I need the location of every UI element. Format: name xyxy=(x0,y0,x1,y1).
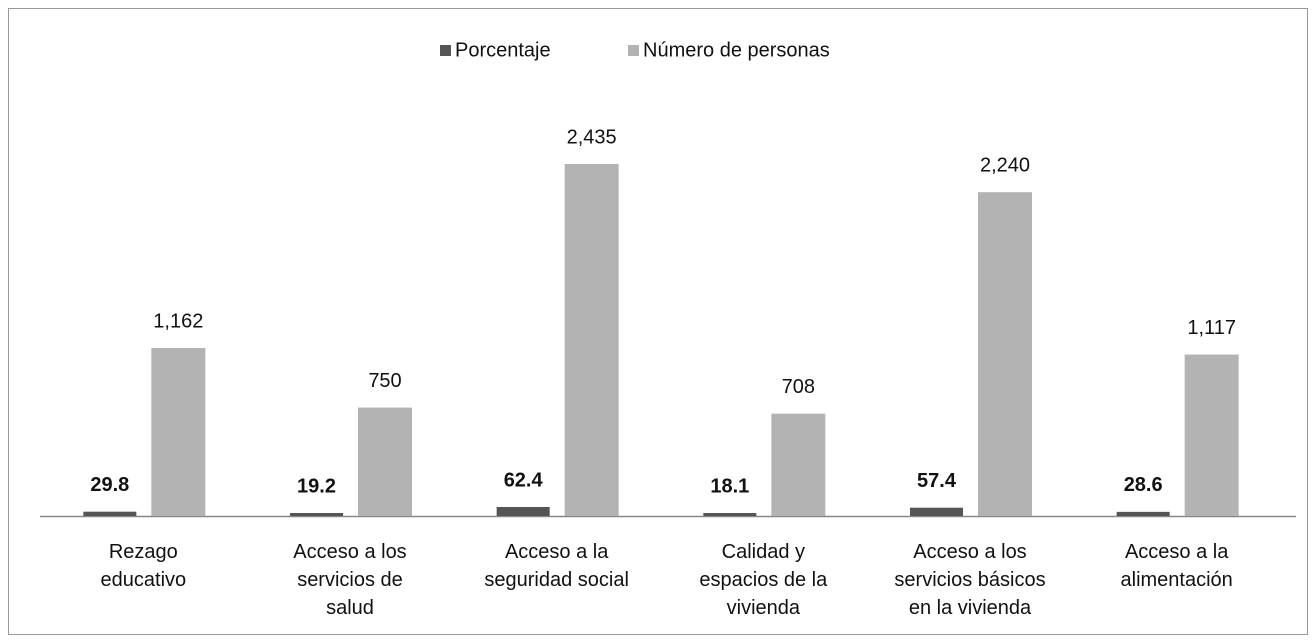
data-label: 2,435 xyxy=(567,126,617,148)
bar xyxy=(290,513,343,516)
data-label: 18.1 xyxy=(710,475,749,497)
x-tick-label: Rezago educativo xyxy=(101,541,187,591)
data-label: 28.6 xyxy=(1124,474,1163,496)
bar xyxy=(1116,511,1170,516)
data-label: 750 xyxy=(368,370,401,392)
legend-label: Número de personas xyxy=(643,39,830,61)
legend-swatch xyxy=(628,45,639,56)
x-tick-label: Acceso a la seguridad social xyxy=(484,541,629,591)
data-label: 57.4 xyxy=(917,470,957,492)
bar xyxy=(1184,354,1239,516)
data-label: 1,117 xyxy=(1187,317,1236,339)
bar xyxy=(358,407,412,516)
data-label: 19.2 xyxy=(297,475,336,497)
bar xyxy=(771,413,826,516)
bar xyxy=(910,507,963,516)
data-label: 708 xyxy=(782,376,815,398)
bar xyxy=(978,192,1032,517)
data-label: 29.8 xyxy=(90,474,129,496)
chart-frame xyxy=(8,8,1308,635)
x-tick-label: Calidad y espacios de la vivienda xyxy=(699,541,828,619)
data-label: 62.4 xyxy=(504,469,544,491)
legend-swatch xyxy=(440,45,451,56)
data-label: 1,162 xyxy=(153,310,203,332)
bar xyxy=(703,513,757,516)
data-label: 2,240 xyxy=(980,154,1030,176)
x-tick-label: Acceso a los servicios básicos en la vivie… xyxy=(894,541,1045,619)
legend-label: Porcentaje xyxy=(455,39,551,61)
bar xyxy=(151,348,206,516)
bar xyxy=(496,506,550,516)
x-tick-label: Acceso a la alimentación xyxy=(1121,541,1233,591)
bar xyxy=(83,511,137,516)
bar xyxy=(564,164,619,516)
x-tick-label: Acceso a los servicios de salud xyxy=(293,541,406,619)
